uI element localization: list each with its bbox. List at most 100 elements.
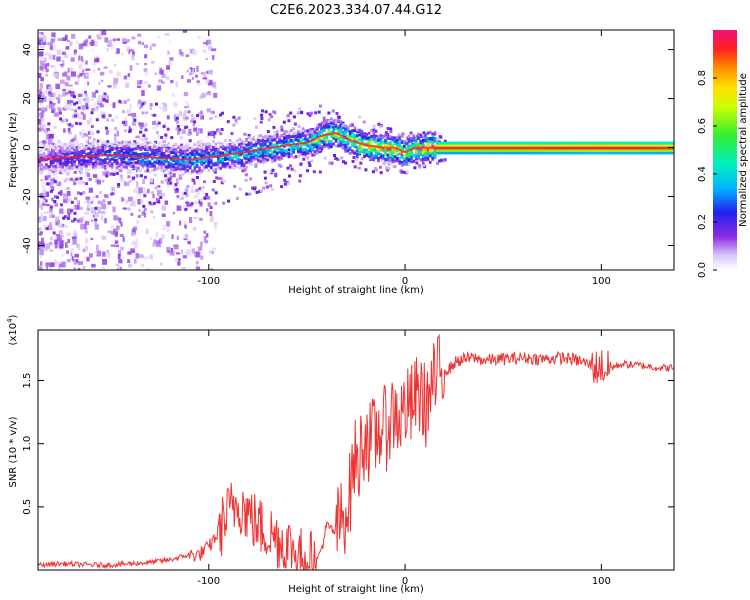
spectrogram-band-cell (523, 151, 526, 155)
spectrogram-band-cell (445, 141, 449, 145)
spectrogram-band-cell (78, 153, 81, 157)
spectrogram-noise-cell (131, 241, 137, 245)
spectrogram-band-cell (433, 151, 437, 155)
spectrogram-band-cell (502, 144, 505, 148)
spectrogram-band-cell (652, 144, 656, 148)
spectrogram-band-cell (572, 141, 576, 145)
spectrogram-noise-cell (140, 137, 145, 142)
spectrogram-noise-cell (143, 175, 147, 179)
spectrogram-noise-cell (273, 111, 277, 115)
spectrogram-noise-cell (213, 131, 217, 135)
spectrogram-band-cell (153, 167, 156, 171)
spectrogram-band-cell (532, 149, 536, 152)
spectrogram-noise-cell (200, 110, 203, 115)
spectrogram-band-cell (316, 124, 319, 128)
spectrogram-band-cell (113, 147, 116, 151)
spectrogram-noise-cell (118, 99, 122, 103)
spectrogram-band-cell (158, 166, 161, 170)
spectrogram-band-cell (424, 152, 427, 156)
spectrogram-noise-cell (149, 46, 152, 51)
spectrogram-noise-cell (72, 178, 76, 182)
spectrogram-band-cell (52, 151, 55, 155)
spectrogram-noise-cell (161, 162, 165, 166)
spectrogram-noise-cell (418, 165, 422, 169)
spectrogram-band-cell (242, 163, 246, 167)
spectrogram-band-cell (337, 144, 340, 148)
spectrogram-noise-cell (443, 139, 447, 143)
spectrogram-noise-cell (39, 193, 43, 197)
spectrogram-band-cell (202, 160, 206, 164)
spectrogram-band-cell (61, 149, 65, 153)
spectrogram-band-cell (532, 144, 536, 148)
y-tick-label: 0.5 (22, 499, 33, 515)
spectrogram-noise-cell (72, 239, 77, 245)
spectrogram-noise-cell (126, 169, 132, 175)
spectrogram-band-cell (306, 149, 310, 153)
spectrogram-band-cell (429, 154, 432, 158)
spectrogram-noise-cell (50, 211, 53, 215)
spectrogram-noise-cell (259, 189, 263, 193)
spectrogram-noise-cell (61, 60, 65, 67)
spectrogram-noise-cell (75, 113, 80, 119)
spectrogram-noise-cell (59, 117, 63, 121)
spectrogram-band-cell (556, 149, 559, 152)
spectrogram-noise-cell (166, 115, 170, 120)
spectrogram-noise-cell (407, 162, 410, 166)
spectrogram-noise-cell (206, 39, 212, 45)
spectrogram-noise-cell (328, 161, 332, 165)
spectrogram-noise-cell (92, 174, 98, 178)
spectrogram-band-cell (483, 151, 486, 155)
spectrogram-band-cell (89, 165, 93, 169)
spectrogram-band-cell (80, 153, 83, 157)
spectrogram-band-cell (513, 151, 517, 155)
spectrogram-noise-cell (266, 130, 270, 134)
spectrogram-band-cell (271, 156, 274, 160)
spectrogram-band-cell (506, 151, 510, 155)
spectrogram-band-cell (294, 155, 298, 159)
spectrogram-band-cell (327, 125, 331, 129)
spectrogram-noise-cell (189, 217, 193, 223)
spectrogram-band-cell (657, 141, 661, 145)
spectrogram-noise-cell (176, 178, 179, 185)
spectrogram-noise-cell (322, 116, 326, 120)
spectrogram-noise-cell (57, 94, 63, 98)
spectrogram-band-cell (115, 167, 119, 171)
spectrogram-noise-cell (57, 224, 61, 227)
spectrogram-band-cell (195, 143, 199, 147)
spectrogram-band-cell (365, 136, 368, 140)
spectrogram-band-cell (297, 155, 300, 159)
spectrogram-band-cell (66, 152, 69, 156)
spectrogram-noise-cell (67, 195, 70, 201)
spectrogram-noise-cell (268, 113, 272, 116)
spectrogram-noise-cell (45, 203, 50, 207)
spectrogram-noise-cell (352, 156, 356, 159)
spectrogram-band-cell (619, 149, 623, 152)
spectrogram-noise-cell (51, 32, 56, 37)
spectrogram-noise-cell (74, 114, 78, 118)
spectrogram-band-cell (238, 139, 241, 143)
spectrogram-band-cell (608, 149, 611, 152)
spectrogram-band-cell (82, 149, 86, 153)
spectrogram-band-cell (151, 162, 154, 166)
spectrogram-noise-cell (193, 216, 198, 219)
spectrogram-band-cell (403, 144, 406, 148)
spectrogram-band-cell (379, 134, 383, 137)
spectrogram-band-cell (438, 144, 441, 148)
spectrogram-noise-cell (45, 68, 49, 72)
spectrogram-band-cell (407, 152, 411, 156)
spectrogram-band-cell (226, 157, 229, 161)
spectrogram-band-cell (146, 159, 149, 163)
spectrogram-noise-cell (190, 114, 194, 118)
spectrogram-noise-cell (79, 192, 83, 196)
spectrogram-noise-cell (172, 92, 175, 98)
spectrogram-band-cell (546, 141, 550, 145)
spectrogram-noise-cell (115, 244, 120, 248)
spectrogram-noise-cell (298, 179, 302, 183)
spectrogram-band-cell (122, 146, 126, 149)
spectrogram-band-cell (525, 144, 529, 148)
spectrogram-band-cell (626, 144, 630, 148)
spectrogram-band-cell (92, 167, 95, 171)
spectrogram-band-cell (172, 145, 175, 149)
spectrogram-band-cell (308, 148, 312, 151)
